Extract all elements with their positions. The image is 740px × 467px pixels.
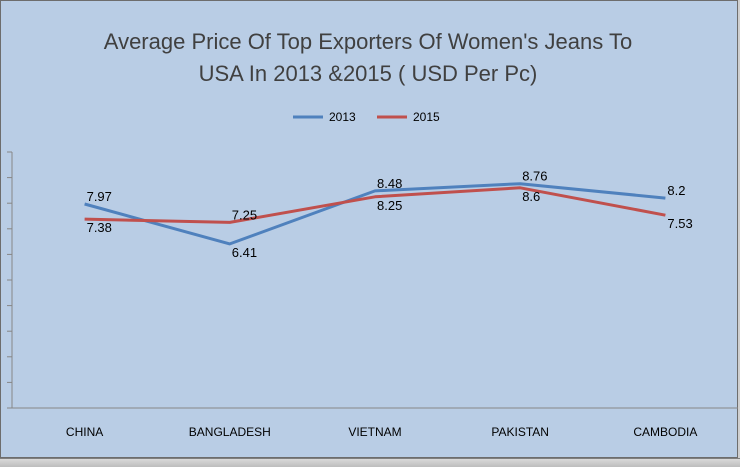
data-label-2015: 7.38 bbox=[87, 220, 112, 235]
x-tick-label: CAMBODIA bbox=[633, 425, 697, 439]
y-axis bbox=[7, 151, 13, 409]
window-edge bbox=[738, 0, 740, 458]
legend-label-2013: 2013 bbox=[329, 110, 356, 124]
data-label-2015: 7.25 bbox=[232, 207, 257, 222]
data-label-2015: 7.53 bbox=[667, 216, 692, 231]
data-label-2015: 8.25 bbox=[377, 198, 402, 213]
sheet-scrollbar-strip bbox=[0, 458, 740, 467]
data-label-2015: 8.6 bbox=[522, 189, 540, 204]
data-label-2013: 6.41 bbox=[232, 245, 257, 260]
x-tick-label: PAKISTAN bbox=[491, 425, 549, 439]
chart-title-line-1: Average Price Of Top Exporters Of Women'… bbox=[104, 29, 632, 54]
x-tick-label: CHINA bbox=[66, 425, 103, 439]
x-tick-label: BANGLADESH bbox=[189, 425, 271, 439]
data-labels: 7.97 6.41 8.48 8.76 8.2 7.38 7.25 8.25 8.6 7.53 bbox=[87, 169, 693, 260]
data-label-2013: 8.76 bbox=[522, 169, 547, 184]
x-axis: CHINA BANGLADESH VIETNAM PAKISTAN CAMBODIA bbox=[12, 407, 738, 439]
chart-area bbox=[0, 0, 738, 458]
series-line-2013 bbox=[84, 182, 666, 246]
legend: 2013 2015 bbox=[293, 110, 440, 124]
series-lines bbox=[84, 182, 666, 246]
data-label-2013: 7.97 bbox=[87, 189, 112, 204]
data-label-2013: 8.48 bbox=[377, 176, 402, 191]
series-line-2015 bbox=[84, 186, 666, 224]
x-tick-label: VIETNAM bbox=[348, 425, 401, 439]
chart-title-line-2: USA In 2013 &2015 ( USD Per Pc) bbox=[199, 61, 538, 86]
data-label-2013: 8.2 bbox=[667, 183, 685, 198]
legend-label-2015: 2015 bbox=[413, 110, 440, 124]
